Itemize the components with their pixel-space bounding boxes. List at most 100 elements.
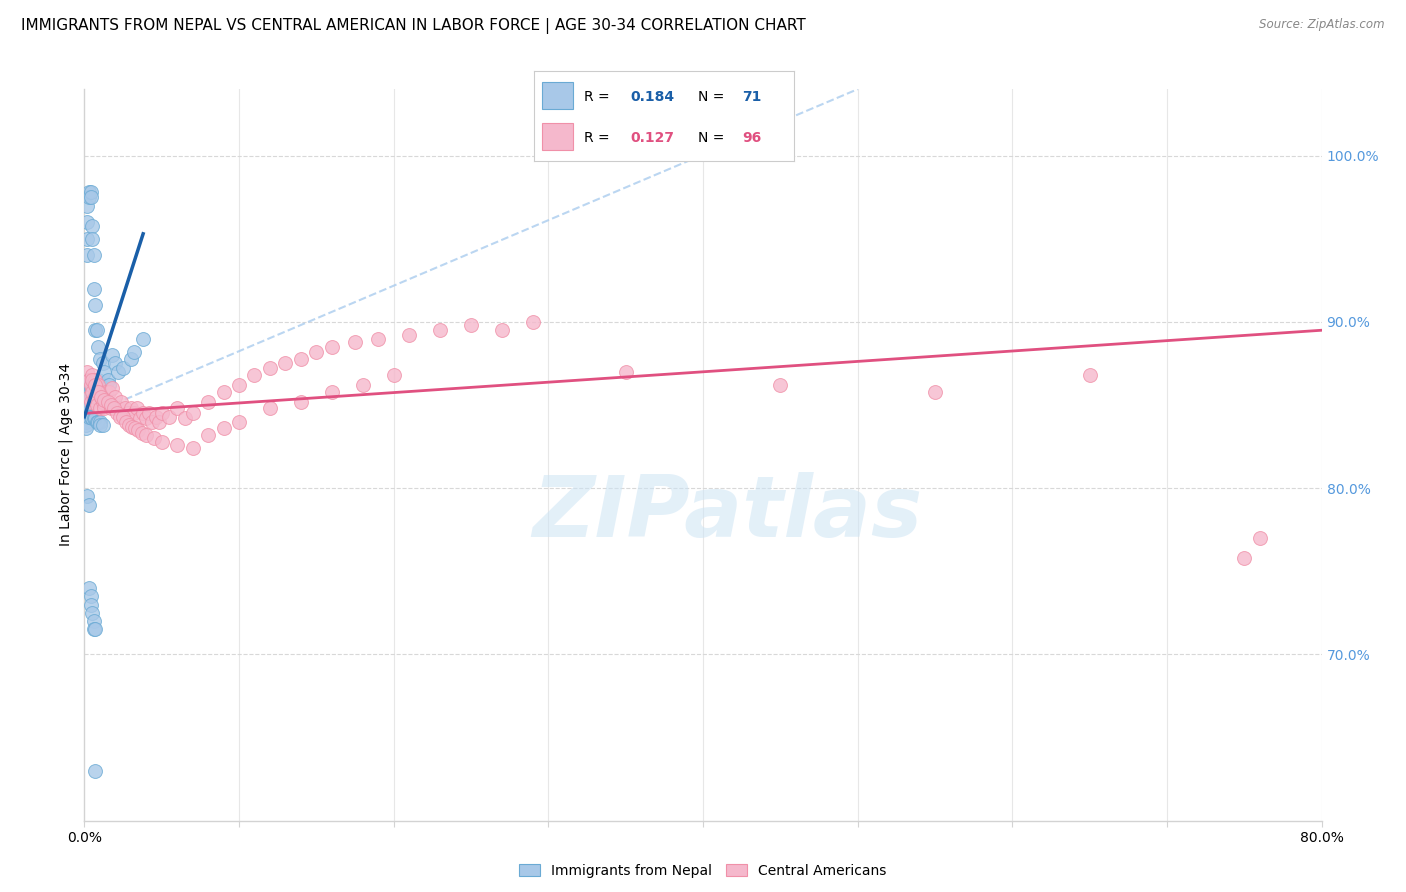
Point — [305, 344, 328, 359]
Point — [76, 390, 98, 404]
Point — [79, 381, 101, 395]
Text: 0.184: 0.184 — [630, 90, 675, 104]
Point — [108, 409, 131, 424]
Text: Source: ZipAtlas.com: Source: ZipAtlas.com — [1260, 18, 1385, 31]
Point — [75, 415, 97, 429]
Point — [321, 384, 343, 399]
Point — [107, 401, 129, 416]
Point — [491, 323, 513, 337]
Point — [84, 373, 107, 387]
Point — [181, 442, 204, 456]
Point — [150, 406, 173, 420]
Point — [83, 614, 105, 628]
Point — [84, 764, 107, 778]
Point — [82, 384, 104, 399]
Point — [77, 381, 100, 395]
Point — [1233, 551, 1256, 566]
Point — [103, 401, 125, 416]
Text: N =: N = — [699, 131, 724, 145]
Point — [321, 340, 343, 354]
Point — [76, 248, 98, 262]
Point — [82, 368, 104, 383]
Point — [131, 426, 153, 441]
Point — [84, 378, 107, 392]
Point — [79, 409, 101, 424]
Point — [77, 390, 100, 404]
Point — [79, 190, 101, 204]
Text: 71: 71 — [742, 90, 762, 104]
Point — [76, 232, 98, 246]
Point — [924, 384, 946, 399]
Point — [82, 388, 104, 402]
Point — [197, 428, 219, 442]
Point — [75, 390, 97, 404]
Point — [79, 394, 101, 409]
Point — [352, 378, 374, 392]
Point — [120, 351, 142, 366]
Point — [79, 598, 101, 612]
Point — [82, 373, 104, 387]
Point — [117, 406, 139, 420]
Point — [104, 357, 127, 371]
Point — [83, 411, 105, 425]
Point — [75, 401, 97, 416]
Point — [105, 406, 128, 420]
Legend: Immigrants from Nepal, Central Americans: Immigrants from Nepal, Central Americans — [513, 858, 893, 883]
Point — [86, 398, 108, 412]
Point — [76, 215, 98, 229]
Point — [79, 388, 101, 402]
Y-axis label: In Labor Force | Age 30-34: In Labor Force | Age 30-34 — [59, 363, 73, 547]
Point — [82, 606, 104, 620]
Point — [90, 390, 112, 404]
Text: IMMIGRANTS FROM NEPAL VS CENTRAL AMERICAN IN LABOR FORCE | AGE 30-34 CORRELATION: IMMIGRANTS FROM NEPAL VS CENTRAL AMERICA… — [21, 18, 806, 34]
Point — [83, 376, 105, 391]
Point — [135, 428, 157, 442]
Point — [79, 186, 101, 200]
Point — [197, 394, 219, 409]
Point — [94, 384, 117, 399]
Point — [79, 378, 101, 392]
Point — [228, 378, 250, 392]
Text: R =: R = — [583, 90, 609, 104]
Point — [87, 373, 110, 387]
Point — [344, 334, 367, 349]
Point — [77, 186, 100, 200]
Point — [367, 332, 389, 346]
Point — [82, 219, 104, 233]
Point — [460, 318, 482, 333]
Point — [429, 323, 451, 337]
Point — [181, 406, 204, 420]
Point — [110, 394, 132, 409]
Point — [122, 344, 145, 359]
Point — [128, 423, 150, 437]
Point — [104, 390, 127, 404]
Point — [121, 419, 143, 434]
Point — [138, 406, 160, 420]
Point — [243, 368, 266, 383]
Point — [82, 232, 104, 246]
Point — [132, 332, 155, 346]
Point — [91, 417, 114, 432]
Point — [84, 623, 107, 637]
Point — [91, 357, 114, 371]
Point — [83, 282, 105, 296]
Point — [84, 384, 107, 399]
Point — [166, 401, 188, 416]
Point — [83, 623, 105, 637]
Text: 0.127: 0.127 — [630, 131, 675, 145]
Point — [98, 378, 121, 392]
Point — [97, 394, 120, 409]
Point — [382, 368, 405, 383]
Point — [107, 365, 129, 379]
Text: ZIPatlas: ZIPatlas — [533, 472, 922, 555]
Point — [89, 401, 111, 416]
Point — [150, 434, 173, 449]
Point — [75, 381, 97, 395]
Point — [82, 411, 104, 425]
Point — [398, 328, 420, 343]
Point — [89, 415, 111, 429]
Point — [159, 409, 181, 424]
Point — [89, 417, 111, 432]
Point — [77, 190, 100, 204]
Point — [118, 417, 141, 432]
